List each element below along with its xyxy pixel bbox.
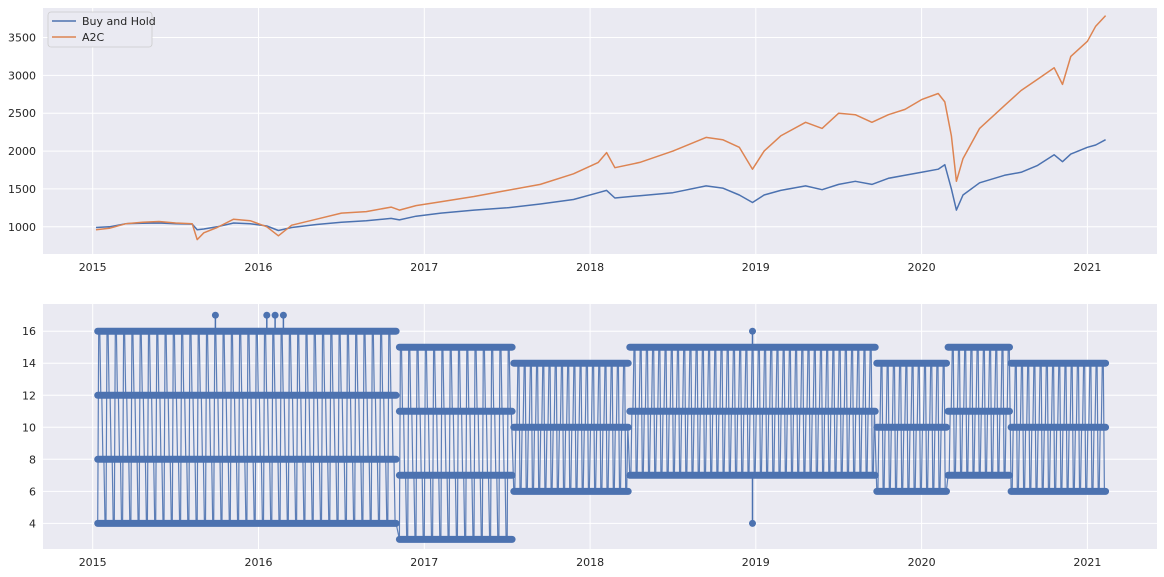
y-tick-label: 6	[29, 485, 36, 498]
legend-label: A2C	[82, 31, 105, 44]
x-tick-label: 2016	[245, 556, 273, 569]
y-tick-label: 14	[22, 357, 36, 370]
x-tick-label: 2016	[245, 261, 273, 274]
x-tick-label: 2017	[410, 261, 438, 274]
plot-background	[43, 8, 1157, 254]
y-tick-label: 3000	[8, 69, 36, 82]
y-tick-label: 10	[22, 421, 36, 434]
x-tick-label: 2018	[576, 261, 604, 274]
legend: Buy and Hold A2C	[47, 11, 156, 48]
x-tick-label: 2019	[742, 556, 770, 569]
x-tick-label: 2020	[908, 556, 936, 569]
data-point-marker	[271, 311, 279, 319]
y-tick-label: 12	[22, 389, 36, 402]
y-tick-label: 1500	[8, 183, 36, 196]
series-line-buy-and-hold	[95, 139, 1106, 232]
y-tick-label: 3500	[8, 32, 36, 45]
data-point-marker	[279, 311, 287, 319]
data-point-marker	[749, 327, 756, 335]
x-tick-label: 2019	[742, 261, 770, 274]
legend-label: Buy and Hold	[82, 15, 156, 28]
top-chart-panel: 2015 2016 2017 2018 2019 2020 2021 1000 1500 2000…	[8, 8, 1157, 274]
x-tick-label: 2021	[1073, 261, 1101, 274]
data-point-marker	[263, 311, 271, 319]
series-line-a2c	[95, 15, 1107, 241]
data-point-marker	[211, 311, 219, 319]
x-tick-label: 2017	[410, 556, 438, 569]
x-tick-label: 2021	[1073, 556, 1101, 569]
y-tick-label: 4	[29, 517, 36, 530]
y-tick-label: 8	[29, 453, 36, 466]
y-tick-label: 2000	[8, 145, 36, 158]
bottom-chart-panel: 2015 2016 2017 2018 2019 2020 2021 4 6 8 10 12 14 16	[22, 304, 1157, 569]
y-tick-label: 16	[22, 325, 36, 338]
action-series	[94, 311, 1110, 543]
x-tick-label: 2015	[79, 261, 107, 274]
y-tick-label: 2500	[8, 107, 36, 120]
x-tick-label: 2018	[576, 556, 604, 569]
x-tick-label: 2020	[908, 261, 936, 274]
y-tick-label: 1000	[8, 221, 36, 234]
data-point-marker	[749, 519, 756, 527]
x-tick-label: 2015	[79, 556, 107, 569]
